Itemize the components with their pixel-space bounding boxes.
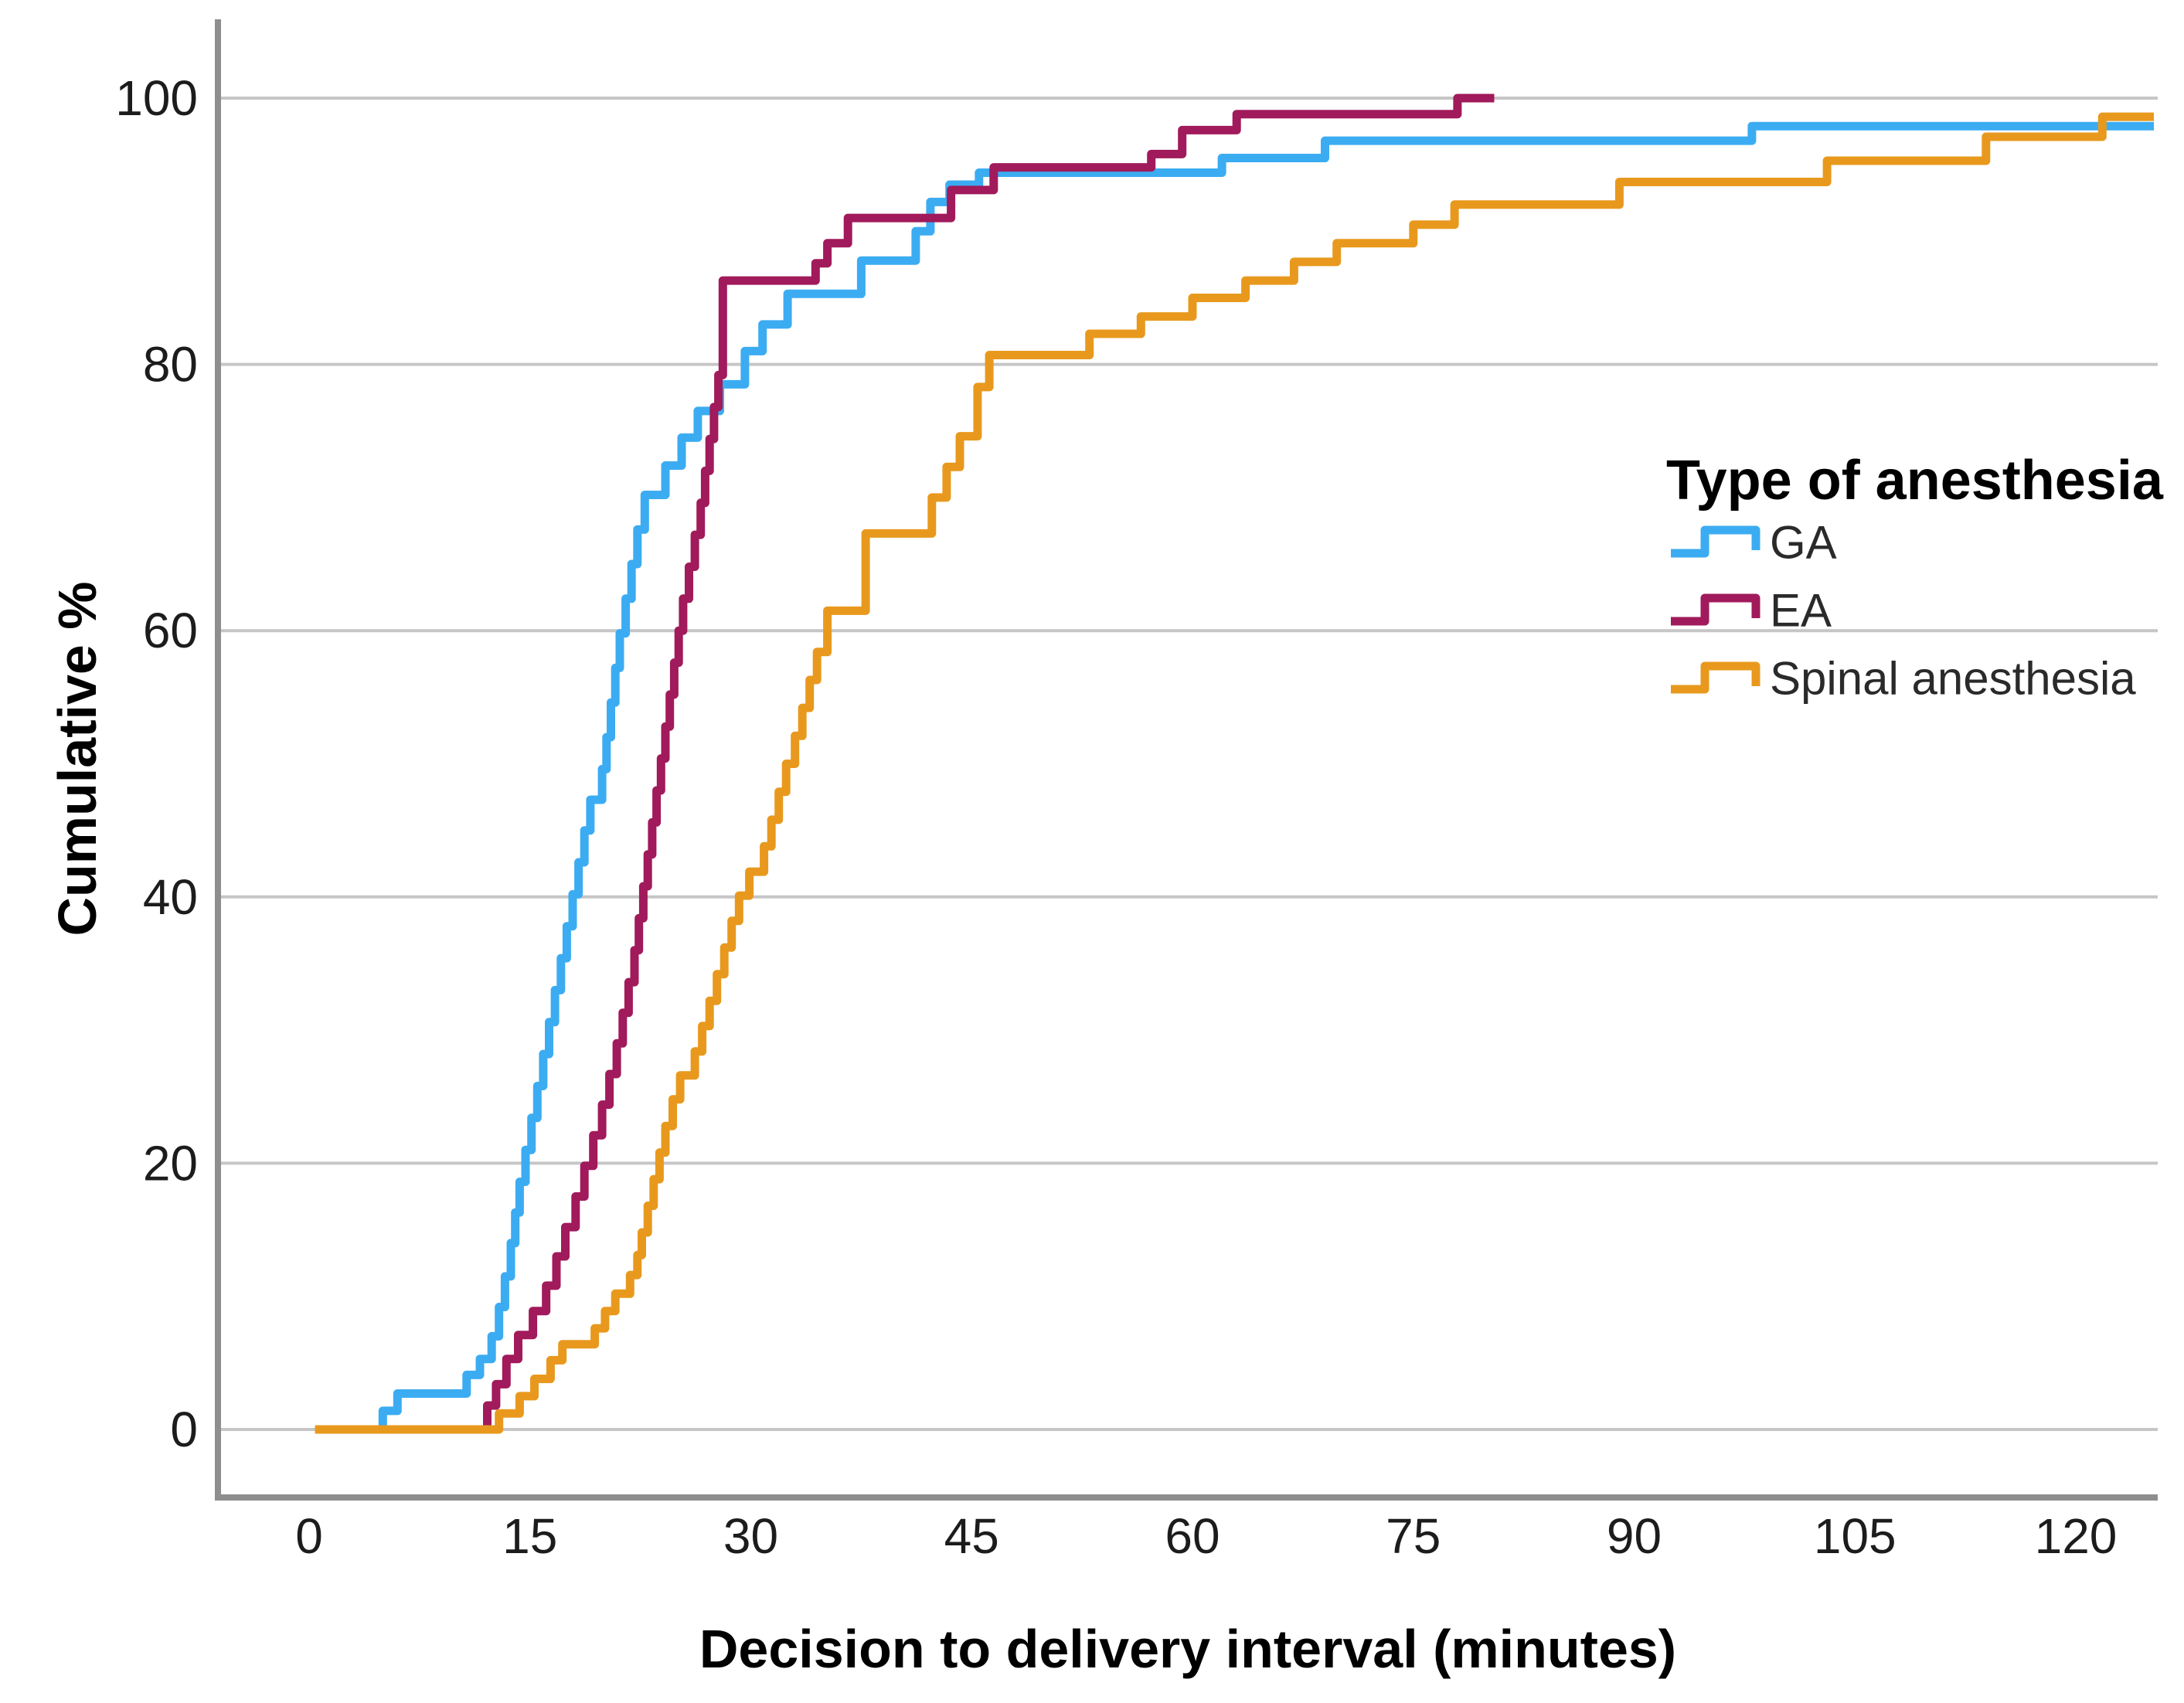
x-tick-label-90: 90 (1607, 1508, 1662, 1564)
legend-item-spinal-anesthesia: Spinal anesthesia (1671, 653, 2136, 705)
x-axis-title: Decision to delivery interval (minutes) (699, 1619, 1676, 1679)
x-tick-label-60: 60 (1165, 1508, 1220, 1564)
legend-items: GA EA Spinal anesthesia (1671, 517, 2136, 705)
y-tick-label-60: 60 (143, 603, 198, 658)
legend-label-ga: GA (1770, 517, 1837, 569)
axis-frame (215, 19, 2158, 1501)
y-axis-title: Cumulative % (47, 582, 107, 936)
x-tick-label-75: 75 (1386, 1508, 1441, 1564)
legend-key-ga-icon (1671, 525, 1760, 558)
x-tick-label-30: 30 (723, 1508, 778, 1564)
legend-key-ea-icon (1671, 593, 1760, 626)
x-tick-label-120: 120 (2035, 1508, 2118, 1564)
y-tick-label-80: 80 (143, 337, 198, 393)
legend-label-spinal-anesthesia: Spinal anesthesia (1770, 653, 2136, 705)
x-tick-label-0: 0 (295, 1508, 323, 1564)
gridlines (218, 97, 2158, 1431)
x-tick-label-15: 15 (502, 1508, 557, 1564)
series-line-ea (483, 93, 1495, 1434)
legend-item-ga: GA (1671, 517, 1837, 569)
series-lines (315, 93, 2154, 1434)
series-line-spinal-anesthesia (315, 112, 2154, 1434)
y-tick-label-100: 100 (115, 70, 198, 126)
y-axis-tick-labels: 0 20 40 60 80 100 (115, 70, 198, 1457)
legend-label-ea: EA (1770, 585, 1832, 637)
y-tick-label-0: 0 (170, 1402, 198, 1457)
y-tick-label-40: 40 (143, 869, 198, 925)
legend-title: Type of anesthesia (1666, 450, 2164, 512)
legend-item-ea: EA (1671, 585, 1832, 637)
legend-key-spinal-anesthesia-icon (1671, 661, 1760, 694)
x-tick-label-105: 105 (1814, 1508, 1897, 1564)
y-tick-label-20: 20 (143, 1135, 198, 1191)
x-axis-tick-labels: 0 15 30 45 60 75 90 105 120 (295, 1508, 2117, 1564)
series-line-ga (378, 121, 2154, 1434)
x-tick-label-45: 45 (944, 1508, 999, 1564)
legend: Type of anesthesia GA EA Spinal anesthesia (1666, 450, 2164, 705)
